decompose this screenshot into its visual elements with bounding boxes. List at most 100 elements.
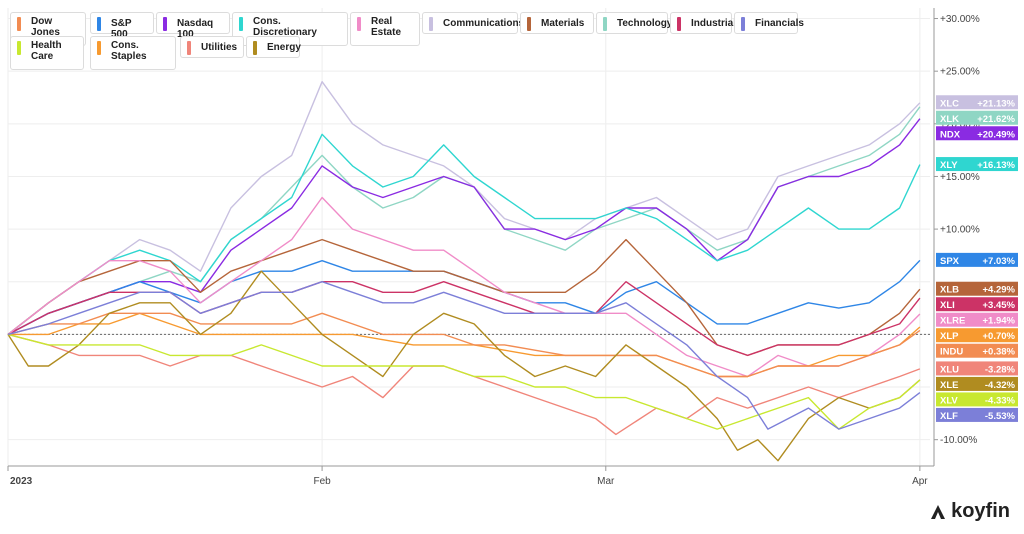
legend-swatch [163, 17, 167, 31]
value-tag-value: -4.32% [985, 380, 1016, 391]
value-tag-xly [936, 157, 1018, 172]
legend-item[interactable]: Materials [520, 12, 594, 34]
value-tag-ticker: XLY [940, 160, 958, 171]
legend-swatch [239, 17, 243, 31]
legend-item[interactable]: Financials [734, 12, 804, 34]
legend-label: Dow Jones [31, 16, 60, 38]
value-tag-ticker: XLC [940, 98, 959, 109]
y-tick-label: +25.00% [940, 67, 980, 78]
x-tick-label: 2023 [10, 476, 33, 487]
legend-label: S&P 500 [111, 18, 132, 40]
y-tick-label: +20.00% [940, 119, 980, 130]
legend-label: Real Estate [371, 16, 402, 38]
value-tag-value: -3.28% [985, 364, 1016, 375]
value-tag-ticker: SPX [940, 256, 960, 267]
legend-item[interactable]: Industrials [670, 12, 742, 34]
legend-item[interactable]: Real Estate [350, 12, 420, 46]
legend-label: Energy [267, 42, 301, 53]
value-tag-value: +16.13% [977, 160, 1015, 171]
legend-label: Communications [443, 18, 525, 29]
legend-item[interactable]: Utilities [180, 36, 244, 58]
legend-item[interactable]: Health Care [10, 36, 84, 70]
value-tag-ticker: XLB [940, 285, 959, 296]
value-tag-ndx [936, 126, 1018, 141]
legend-swatch [741, 17, 745, 31]
brand-name: koyfin [951, 500, 1010, 522]
series-line-spx [7, 259, 921, 336]
series-line-xle [7, 270, 921, 462]
value-tag-ticker: XLE [940, 380, 958, 391]
value-tag-value: +4.29% [983, 285, 1016, 296]
x-tick-label: Apr [912, 476, 928, 487]
legend-label: Cons. Discretionary [253, 16, 317, 38]
value-tag-xlc [936, 95, 1018, 110]
x-tick-label: Mar [597, 476, 615, 487]
value-tag-value: +0.38% [983, 347, 1016, 358]
legend-label: Utilities [201, 42, 238, 53]
legend-item[interactable]: Technology [596, 12, 672, 34]
koyfin-mark-icon [929, 503, 947, 521]
value-tag-xlk [936, 110, 1018, 125]
legend-label: Health Care [31, 40, 62, 62]
legend-swatch [603, 17, 607, 31]
series-line-ndx [7, 118, 921, 336]
value-tag-value: +21.13% [977, 98, 1015, 109]
series-line-xly [7, 133, 921, 335]
value-tag-value: +7.03% [983, 256, 1016, 267]
value-tag-xlre [936, 312, 1018, 327]
y-tick-label: +30.00% [940, 14, 980, 25]
value-tag-value: -4.33% [985, 395, 1016, 406]
value-tag-xlb [936, 281, 1018, 296]
y-tick-label: +15.00% [940, 172, 980, 183]
legend-swatch [187, 41, 191, 55]
legend-label: Financials [755, 18, 804, 29]
legend-item[interactable]: Cons. Staples [90, 36, 176, 70]
legend-item[interactable]: S&P 500 [90, 12, 154, 40]
y-tick-label: -10.00% [940, 435, 977, 446]
value-tag-value: +21.62% [977, 114, 1015, 125]
value-tag-spx [936, 252, 1018, 267]
value-tag-ticker: XLP [940, 331, 959, 342]
legend-label: Materials [541, 18, 585, 29]
value-tag-ticker: XLI [940, 300, 955, 311]
series-line-xlb [7, 238, 921, 357]
legend-item[interactable]: Nasdaq 100 [156, 12, 230, 40]
value-tag-ticker: INDU [940, 347, 963, 358]
value-tag-xlv [936, 392, 1018, 407]
series-line-xlu [7, 333, 921, 436]
legend-item[interactable]: Communications [422, 12, 524, 34]
value-tag-ticker: XLRE [940, 316, 965, 327]
value-tag-value: +3.45% [983, 300, 1016, 311]
value-tag-value: +0.70% [983, 331, 1016, 342]
value-tag-ticker: XLK [940, 114, 959, 125]
value-tag-indu [936, 343, 1018, 358]
legend-swatch [97, 17, 101, 31]
legend-label: Cons. Staples [111, 40, 147, 62]
legend-swatch [97, 41, 101, 55]
koyfin-logo: koyfin [929, 500, 1010, 523]
legend-swatch [253, 41, 257, 55]
legend-label: Nasdaq 100 [177, 18, 214, 40]
series-line-xlk [7, 106, 921, 336]
y-tick-label: +10.00% [940, 225, 980, 236]
value-tag-value: +20.49% [977, 129, 1015, 140]
legend-swatch [357, 17, 361, 31]
series-line-indu [7, 312, 921, 378]
legend-swatch [429, 17, 433, 31]
legend-label: Technology [617, 18, 673, 29]
legend-swatch [17, 41, 21, 55]
value-tag-ticker: XLF [940, 411, 958, 422]
value-tag-xlu [936, 361, 1018, 376]
series-line-xlre [7, 196, 921, 378]
series-line-xlf [7, 281, 921, 430]
legend-swatch [17, 17, 21, 31]
value-tag-xli [936, 297, 1018, 312]
legend-item[interactable]: Energy [246, 36, 301, 58]
value-tag-ticker: XLV [940, 395, 958, 406]
value-tag-xlp [936, 328, 1018, 343]
legend-swatch [677, 17, 681, 31]
series-line-xlc [7, 81, 921, 335]
legend-swatch [527, 17, 531, 31]
